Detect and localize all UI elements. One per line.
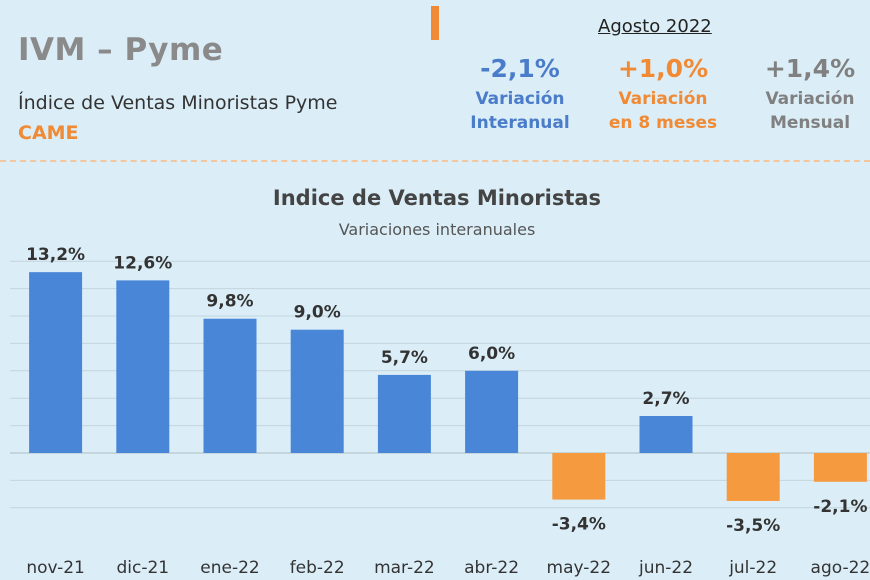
stat-label-line1: Variación bbox=[475, 89, 565, 109]
stat-label-line1: Variación bbox=[618, 89, 708, 109]
category-label: jun-22 bbox=[638, 558, 693, 578]
bar bbox=[639, 416, 693, 453]
category-label: abr-22 bbox=[464, 558, 519, 578]
data-label: 5,7% bbox=[381, 348, 428, 368]
category-label: nov-21 bbox=[26, 558, 85, 578]
data-label: 13,2% bbox=[26, 245, 85, 265]
category-label: ago-22 bbox=[811, 558, 870, 578]
organization-name: CAME bbox=[18, 122, 79, 144]
category-label: jul-22 bbox=[728, 558, 777, 578]
chart-title: Indice de Ventas Minoristas bbox=[272, 186, 602, 210]
category-label: dic-21 bbox=[116, 558, 169, 578]
stat-value: +1,4% bbox=[764, 54, 856, 83]
data-label: 9,0% bbox=[294, 303, 341, 323]
stat-label-line2: Interanual bbox=[470, 113, 570, 133]
data-label: -2,1% bbox=[813, 497, 867, 517]
stat-label: Variación en 8 meses bbox=[593, 85, 733, 137]
stat-label: Variación Mensual bbox=[740, 85, 870, 137]
category-label: ene-22 bbox=[200, 558, 259, 578]
data-label: -3,4% bbox=[552, 515, 606, 535]
data-label: 6,0% bbox=[468, 344, 515, 364]
period-label: Agosto 2022 bbox=[598, 16, 712, 37]
stat-label-line1: Variación bbox=[765, 89, 855, 109]
category-label: may-22 bbox=[547, 558, 612, 578]
bar bbox=[203, 318, 257, 453]
category-label: mar-22 bbox=[374, 558, 435, 578]
stat-label: Variación Interanual bbox=[450, 85, 590, 137]
bar bbox=[290, 329, 344, 453]
page-subtitle: Índice de Ventas Minoristas Pyme bbox=[18, 92, 338, 114]
data-label: 9,8% bbox=[206, 292, 253, 312]
stat-8-meses: +1,0% Variación en 8 meses bbox=[593, 54, 733, 137]
bar bbox=[465, 370, 519, 453]
stat-label-line2: en 8 meses bbox=[608, 113, 718, 133]
category-label: feb-22 bbox=[290, 558, 345, 578]
bar bbox=[726, 453, 780, 501]
data-label: 2,7% bbox=[642, 389, 689, 409]
chart-subtitle: Variaciones interanuales bbox=[338, 220, 536, 239]
stat-interanual: -2,1% Variación Interanual bbox=[450, 54, 590, 137]
stat-mensual: +1,4% Variación Mensual bbox=[740, 54, 870, 137]
data-label: 12,6% bbox=[113, 253, 172, 273]
stat-value: +1,0% bbox=[617, 54, 709, 83]
bar bbox=[116, 280, 170, 453]
page-title: IVM – Pyme bbox=[18, 32, 224, 68]
accent-bar bbox=[431, 6, 439, 40]
section-divider bbox=[0, 160, 870, 162]
bar bbox=[813, 453, 867, 482]
stat-value: -2,1% bbox=[480, 54, 560, 83]
data-label: -3,5% bbox=[726, 516, 780, 536]
bar bbox=[377, 374, 431, 453]
bar bbox=[552, 453, 606, 500]
bar bbox=[29, 272, 83, 453]
header: IVM – Pyme Índice de Ventas Minoristas P… bbox=[0, 0, 870, 160]
stat-label-line2: Mensual bbox=[769, 113, 851, 133]
